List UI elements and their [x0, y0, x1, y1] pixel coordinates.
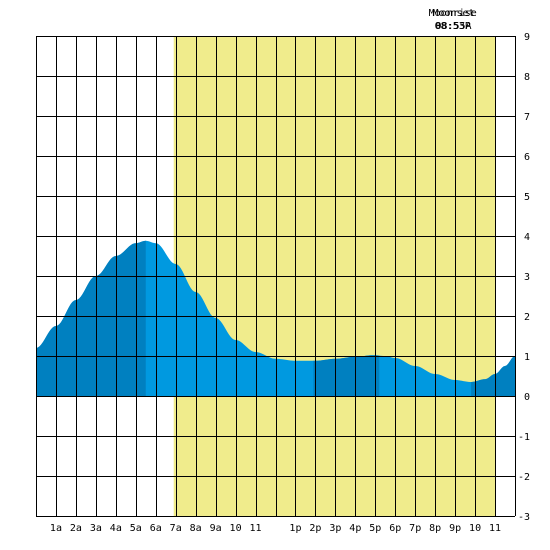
x-tick-label: 9a	[210, 523, 222, 534]
y-tick-label: -3	[518, 512, 530, 523]
x-tick-label: 5a	[130, 523, 142, 534]
x-tick-label: 4p	[349, 523, 361, 534]
moonset-label: Moonset	[432, 8, 474, 19]
x-tick-label: 3p	[329, 523, 341, 534]
y-tick-label: 9	[524, 32, 530, 43]
x-tick-label: 6p	[389, 523, 401, 534]
moonrise-time: 08:53P	[435, 21, 471, 32]
y-tick-label: 4	[524, 232, 530, 243]
x-tick-label: 8p	[429, 523, 441, 534]
moonset-time: 08:55A	[435, 21, 471, 32]
x-tick-label: 9p	[449, 523, 461, 534]
tide-dark-band-3	[471, 356, 515, 396]
x-tick-label: 10	[230, 523, 242, 534]
y-tick-label: -2	[518, 472, 530, 483]
y-tick-label: 5	[524, 192, 530, 203]
y-tick-label: 8	[524, 72, 530, 83]
x-tick-label: 1p	[289, 523, 301, 534]
x-tick-label: 2a	[70, 523, 82, 534]
tide-area	[36, 240, 515, 396]
y-tick-label: -1	[518, 432, 530, 443]
x-tick-label: 4a	[110, 523, 122, 534]
y-tick-label: 2	[524, 312, 530, 323]
x-tick-label: 7p	[409, 523, 421, 534]
x-tick-label: 11	[250, 523, 262, 534]
x-tick-label: 3a	[90, 523, 102, 534]
tide-dark-band-1	[36, 240, 146, 396]
y-tick-label: 6	[524, 152, 530, 163]
tide-dark-band-2	[313, 355, 380, 396]
x-tick-label: 8a	[190, 523, 202, 534]
x-tick-label: 7a	[170, 523, 182, 534]
x-tick-label: 5p	[369, 523, 381, 534]
y-tick-label: 7	[524, 112, 530, 123]
moonrise-label: Moonrise	[429, 8, 477, 19]
x-tick-label: 10	[469, 523, 481, 534]
x-tick-label: 2p	[309, 523, 321, 534]
y-tick-label: 1	[524, 352, 530, 363]
y-tick-label: 0	[524, 392, 530, 403]
y-tick-label: 3	[524, 272, 530, 283]
x-tick-label: 11	[489, 523, 501, 534]
x-tick-label: 1a	[50, 523, 62, 534]
x-tick-label: 6a	[150, 523, 162, 534]
